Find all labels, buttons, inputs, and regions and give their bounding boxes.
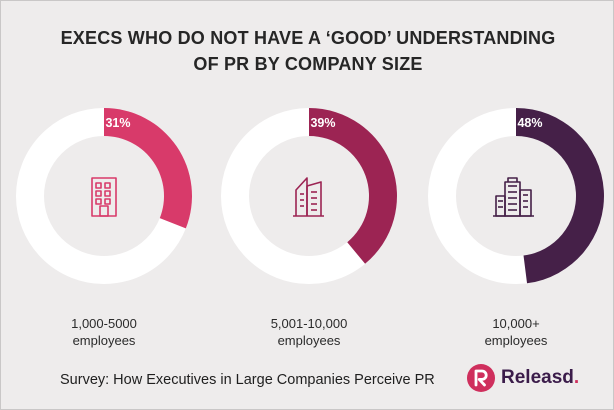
category-size: 1,000-5000 — [71, 316, 137, 331]
releasd-logo: Releasd. — [467, 363, 579, 393]
brand-dot: . — [573, 367, 580, 388]
building-icon — [91, 177, 117, 217]
category-label-3: 10,000+ employees — [426, 315, 606, 349]
brand-wordmark: Releasd — [501, 367, 574, 388]
donut-svg: 39% — [221, 108, 397, 284]
donut-svg: 31% — [16, 108, 192, 284]
chart-title: EXECS WHO DO NOT HAVE A ‘GOOD’ UNDERSTAN… — [1, 25, 614, 77]
category-unit: employees — [72, 333, 136, 348]
donut-slice — [104, 108, 192, 229]
category-size: 5,001-10,000 — [270, 316, 348, 331]
percentage-label: 31% — [105, 116, 130, 130]
category-unit: employees — [277, 333, 341, 348]
chart-title-line-1: EXECS WHO DO NOT HAVE A ‘GOOD’ UNDERSTAN… — [60, 28, 556, 48]
donut-slice — [309, 108, 397, 264]
category-label-2: 5,001-10,000 employees — [219, 315, 399, 349]
donut-slice — [516, 108, 605, 284]
donut-chart-2: 39% — [219, 106, 399, 286]
percentage-label: 39% — [310, 116, 335, 130]
skyscrapers-icon — [493, 177, 534, 217]
category-label-1: 1,000-5000 employees — [14, 315, 194, 349]
survey-source: Survey: How Executives in Large Companie… — [60, 372, 435, 388]
category-size: 10,000+ — [492, 316, 540, 331]
donut-chart-3: 48% — [426, 106, 606, 286]
chart-title-line-2: OF PR BY COMPANY SIZE — [193, 54, 423, 74]
office-tower-icon — [293, 177, 324, 217]
category-unit: employees — [484, 333, 548, 348]
percentage-label: 48% — [517, 116, 542, 130]
donut-svg: 48% — [428, 108, 605, 284]
donut-chart-1: 31% — [14, 106, 194, 286]
brand-name: Releasd. — [501, 367, 579, 389]
releasd-logo-icon — [467, 364, 495, 392]
